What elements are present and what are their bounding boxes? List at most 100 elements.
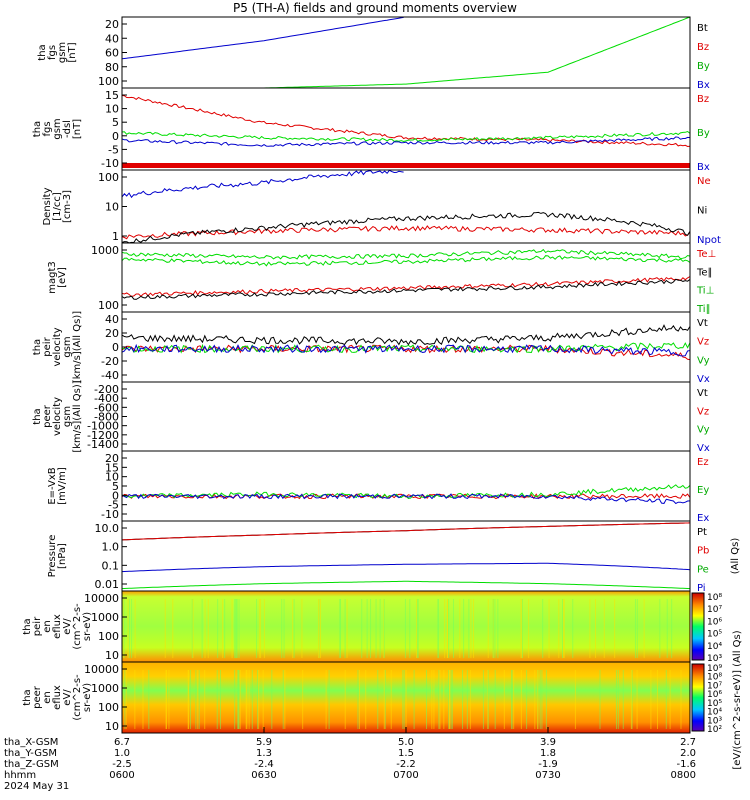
y-tick-label: 100 <box>98 299 119 312</box>
x-tick-label: -2.5 <box>112 759 132 770</box>
panel-frame <box>121 242 691 313</box>
series-line-Pt <box>121 522 691 541</box>
legend-entry: Bx <box>697 162 710 173</box>
y-axis-label: fgs <box>42 121 53 136</box>
y-tick-label: -200 <box>94 383 119 396</box>
y-tick-label: 10 <box>105 103 119 116</box>
y-axis-label: en <box>42 620 53 633</box>
x-row-label: tha_Y-GSM <box>4 748 57 759</box>
y-axis-label: [nT] <box>67 42 78 62</box>
legend-entry: Ne <box>697 176 711 187</box>
legend-entry: Te∥ <box>696 267 713 278</box>
colorbar-tick-label: 10⁹ <box>707 664 722 674</box>
legend-entry: Vt <box>697 318 708 329</box>
legend-entry: Vx <box>697 374 710 385</box>
x-tick-label: -1.6 <box>676 759 696 770</box>
panel-frame <box>121 450 691 522</box>
y-tick-label: 10 <box>105 471 119 484</box>
y-tick-label: -5 <box>108 143 119 156</box>
right-axis-label: (All Qs) <box>730 538 741 575</box>
x-tick-label: 0630 <box>251 770 276 781</box>
y-axis-label: tha <box>32 121 43 137</box>
series-line-Vy <box>121 342 691 354</box>
y-tick-label: -800 <box>94 411 119 424</box>
x-tick-label: -2.4 <box>254 759 274 770</box>
series-line-Ti_par <box>121 255 691 267</box>
series-line-Te_par <box>121 278 691 300</box>
y-tick-label: 15 <box>105 89 119 102</box>
legend-entry: Vy <box>697 425 710 436</box>
y-axis-label: gsm <box>52 118 63 139</box>
y-axis-label: (cm^2-s- <box>72 603 83 650</box>
x-tick-label: 0800 <box>671 770 696 781</box>
x-tick-label: 5.0 <box>398 737 414 748</box>
y-axis-label: peir <box>42 336 53 356</box>
y-tick-label: 5 <box>112 116 119 129</box>
legend-entry: Bt <box>697 23 708 34</box>
y-axis-label: tha <box>37 44 48 60</box>
y-axis-label: [km/s](All Qs)] <box>72 311 83 383</box>
y-tick-label: -10 <box>101 157 119 170</box>
legend-entry: Bx <box>697 80 710 91</box>
y-tick-label: 10.0 <box>95 522 120 535</box>
y-tick-label: 80 <box>105 61 119 74</box>
colorbar-tick-label: 10⁴ <box>707 642 722 652</box>
y-tick-label: -1000 <box>87 420 119 433</box>
colorbar-tick-label: 10³ <box>707 654 722 664</box>
y-axis-label: [mV/m] <box>57 467 68 505</box>
legend-entry: Vx <box>697 443 710 454</box>
y-axis-label: peer <box>32 685 43 709</box>
legend-entry: Pi <box>697 583 706 594</box>
y-tick-label: 100 <box>98 75 119 88</box>
y-axis-label: velocity <box>52 397 63 436</box>
y-axis-label: peer <box>42 404 53 428</box>
y-axis-label: [1/cc] <box>52 192 63 221</box>
y-axis-label: [nT] <box>72 119 83 139</box>
series-line-Pe <box>121 580 691 590</box>
y-axis-label: fgs <box>47 45 58 60</box>
y-tick-label: 15 <box>105 461 119 474</box>
y-axis-label: eflux <box>52 685 63 710</box>
series-line-Bx <box>121 136 691 147</box>
y-axis-label: tha <box>22 689 33 705</box>
y-tick-label: 0 <box>112 489 119 502</box>
colorbar-tick-label: 10⁸ <box>707 593 722 603</box>
y-axis-label: velocity <box>52 327 63 366</box>
y-tick-label: 1 <box>112 230 119 243</box>
x-tick-label: 5.9 <box>256 737 272 748</box>
panel-frame <box>121 169 691 244</box>
colorbar-tick-label: 10⁶ <box>707 617 722 627</box>
legend-entry: Vy <box>697 355 710 366</box>
y-tick-label: 20 <box>105 18 119 31</box>
series-line-Ex <box>121 493 691 505</box>
series-line-Vz <box>121 344 691 361</box>
x-tick-label: 0730 <box>535 770 560 781</box>
legend-entry: Ez <box>697 457 709 468</box>
x-tick-label: 1.3 <box>256 748 272 759</box>
series-line-Ez <box>121 493 691 500</box>
y-tick-label: 40 <box>105 313 119 326</box>
y-axis-label: tha <box>32 339 43 355</box>
legend-entry: By <box>697 61 710 72</box>
y-axis-label: (cm^2-s- <box>72 674 83 721</box>
legend-entry: Bz <box>697 42 709 53</box>
legend-entry: Ey <box>697 485 709 496</box>
series-line-Ti_perp <box>121 248 691 260</box>
series-line-By <box>122 16 691 89</box>
y-axis-label: tha <box>22 618 33 634</box>
series-line-Ni <box>121 211 691 244</box>
legend-entry: Vz <box>697 406 709 417</box>
y-axis-label: tha <box>32 408 43 424</box>
y-axis-label: Density <box>42 187 53 225</box>
x-tick-label: 2.0 <box>680 748 696 759</box>
y-axis-label: sr-eV) <box>82 612 93 641</box>
y-tick-label: 100 <box>98 171 119 184</box>
panel-peer_velocity: -200-400-600-800-1000-1200-1400 tha peer ve… <box>32 380 710 454</box>
x-tick-label: 0600 <box>109 770 134 781</box>
